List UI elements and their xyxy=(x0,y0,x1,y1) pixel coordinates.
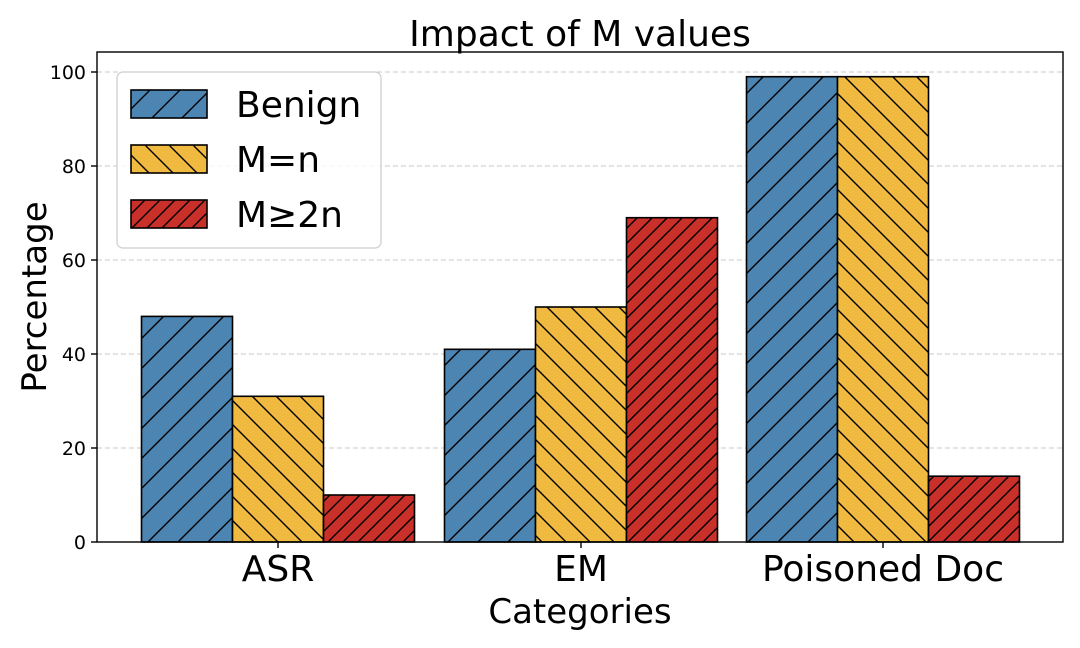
legend-swatch xyxy=(130,89,208,119)
x-tick-label: Poisoned Doc xyxy=(762,549,1004,590)
x-axis-ticks: ASR EM Poisoned Doc xyxy=(242,542,1004,590)
bar xyxy=(927,475,1021,543)
x-tick-label: ASR xyxy=(242,549,315,590)
y-tick-label: 0 xyxy=(74,532,86,554)
legend-label: Benign xyxy=(236,85,361,126)
bar xyxy=(836,75,930,543)
y-tick-label: 20 xyxy=(62,438,86,460)
legend-swatch xyxy=(130,199,208,229)
bar xyxy=(745,75,839,543)
y-tick-label: 60 xyxy=(62,250,86,272)
legend-label: M≥2n xyxy=(236,195,343,236)
bar xyxy=(625,216,719,543)
bar xyxy=(443,348,537,543)
y-tick-label: 80 xyxy=(62,156,86,178)
bar xyxy=(322,494,416,543)
plot-frame xyxy=(96,51,1064,543)
legend-swatch xyxy=(130,144,208,174)
bars xyxy=(140,75,1021,543)
x-tick-label: EM xyxy=(554,549,608,590)
bar xyxy=(534,306,628,543)
y-tick-label: 100 xyxy=(50,62,86,84)
y-tick-label: 40 xyxy=(62,344,86,366)
y-axis-label: Percentage xyxy=(15,201,55,392)
y-axis-ticks: 0 20 40 60 80 100 xyxy=(50,62,97,554)
legend: Benign M=n M≥2n xyxy=(116,71,382,249)
legend-label: M=n xyxy=(236,140,320,181)
x-axis-label: Categories xyxy=(488,592,671,632)
chart-title: Impact of M values xyxy=(409,14,751,55)
bar xyxy=(140,315,234,543)
bar xyxy=(231,395,325,543)
